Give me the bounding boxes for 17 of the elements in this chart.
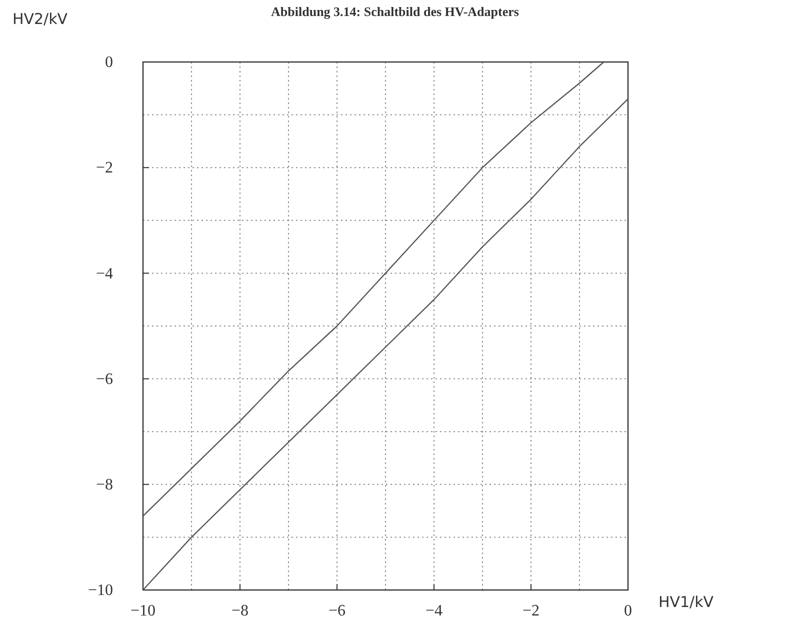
y-tick-label: −4 — [96, 265, 113, 282]
x-tick-label: −8 — [231, 602, 249, 620]
line-series — [142, 98, 629, 591]
y-axis-title: HV2/kV — [12, 10, 68, 28]
x-tick-label: −2 — [522, 602, 540, 620]
y-tick-label: −2 — [96, 160, 113, 177]
y-tick-label: 0 — [105, 54, 113, 72]
y-tick-label: −6 — [96, 370, 113, 388]
x-tick-label: −6 — [328, 602, 346, 620]
x-tick-label: −10 — [130, 602, 156, 620]
chart-title: Abbildung 3.14: Schaltbild des HV-Adapters — [271, 4, 519, 19]
y-tick-label: −8 — [96, 476, 113, 494]
x-tick-label: −4 — [425, 602, 443, 620]
x-axis-title: HV1/kV — [658, 593, 714, 611]
x-tick-label: 0 — [624, 602, 632, 620]
line-series — [142, 61, 604, 517]
y-tick-label: −10 — [88, 582, 113, 600]
